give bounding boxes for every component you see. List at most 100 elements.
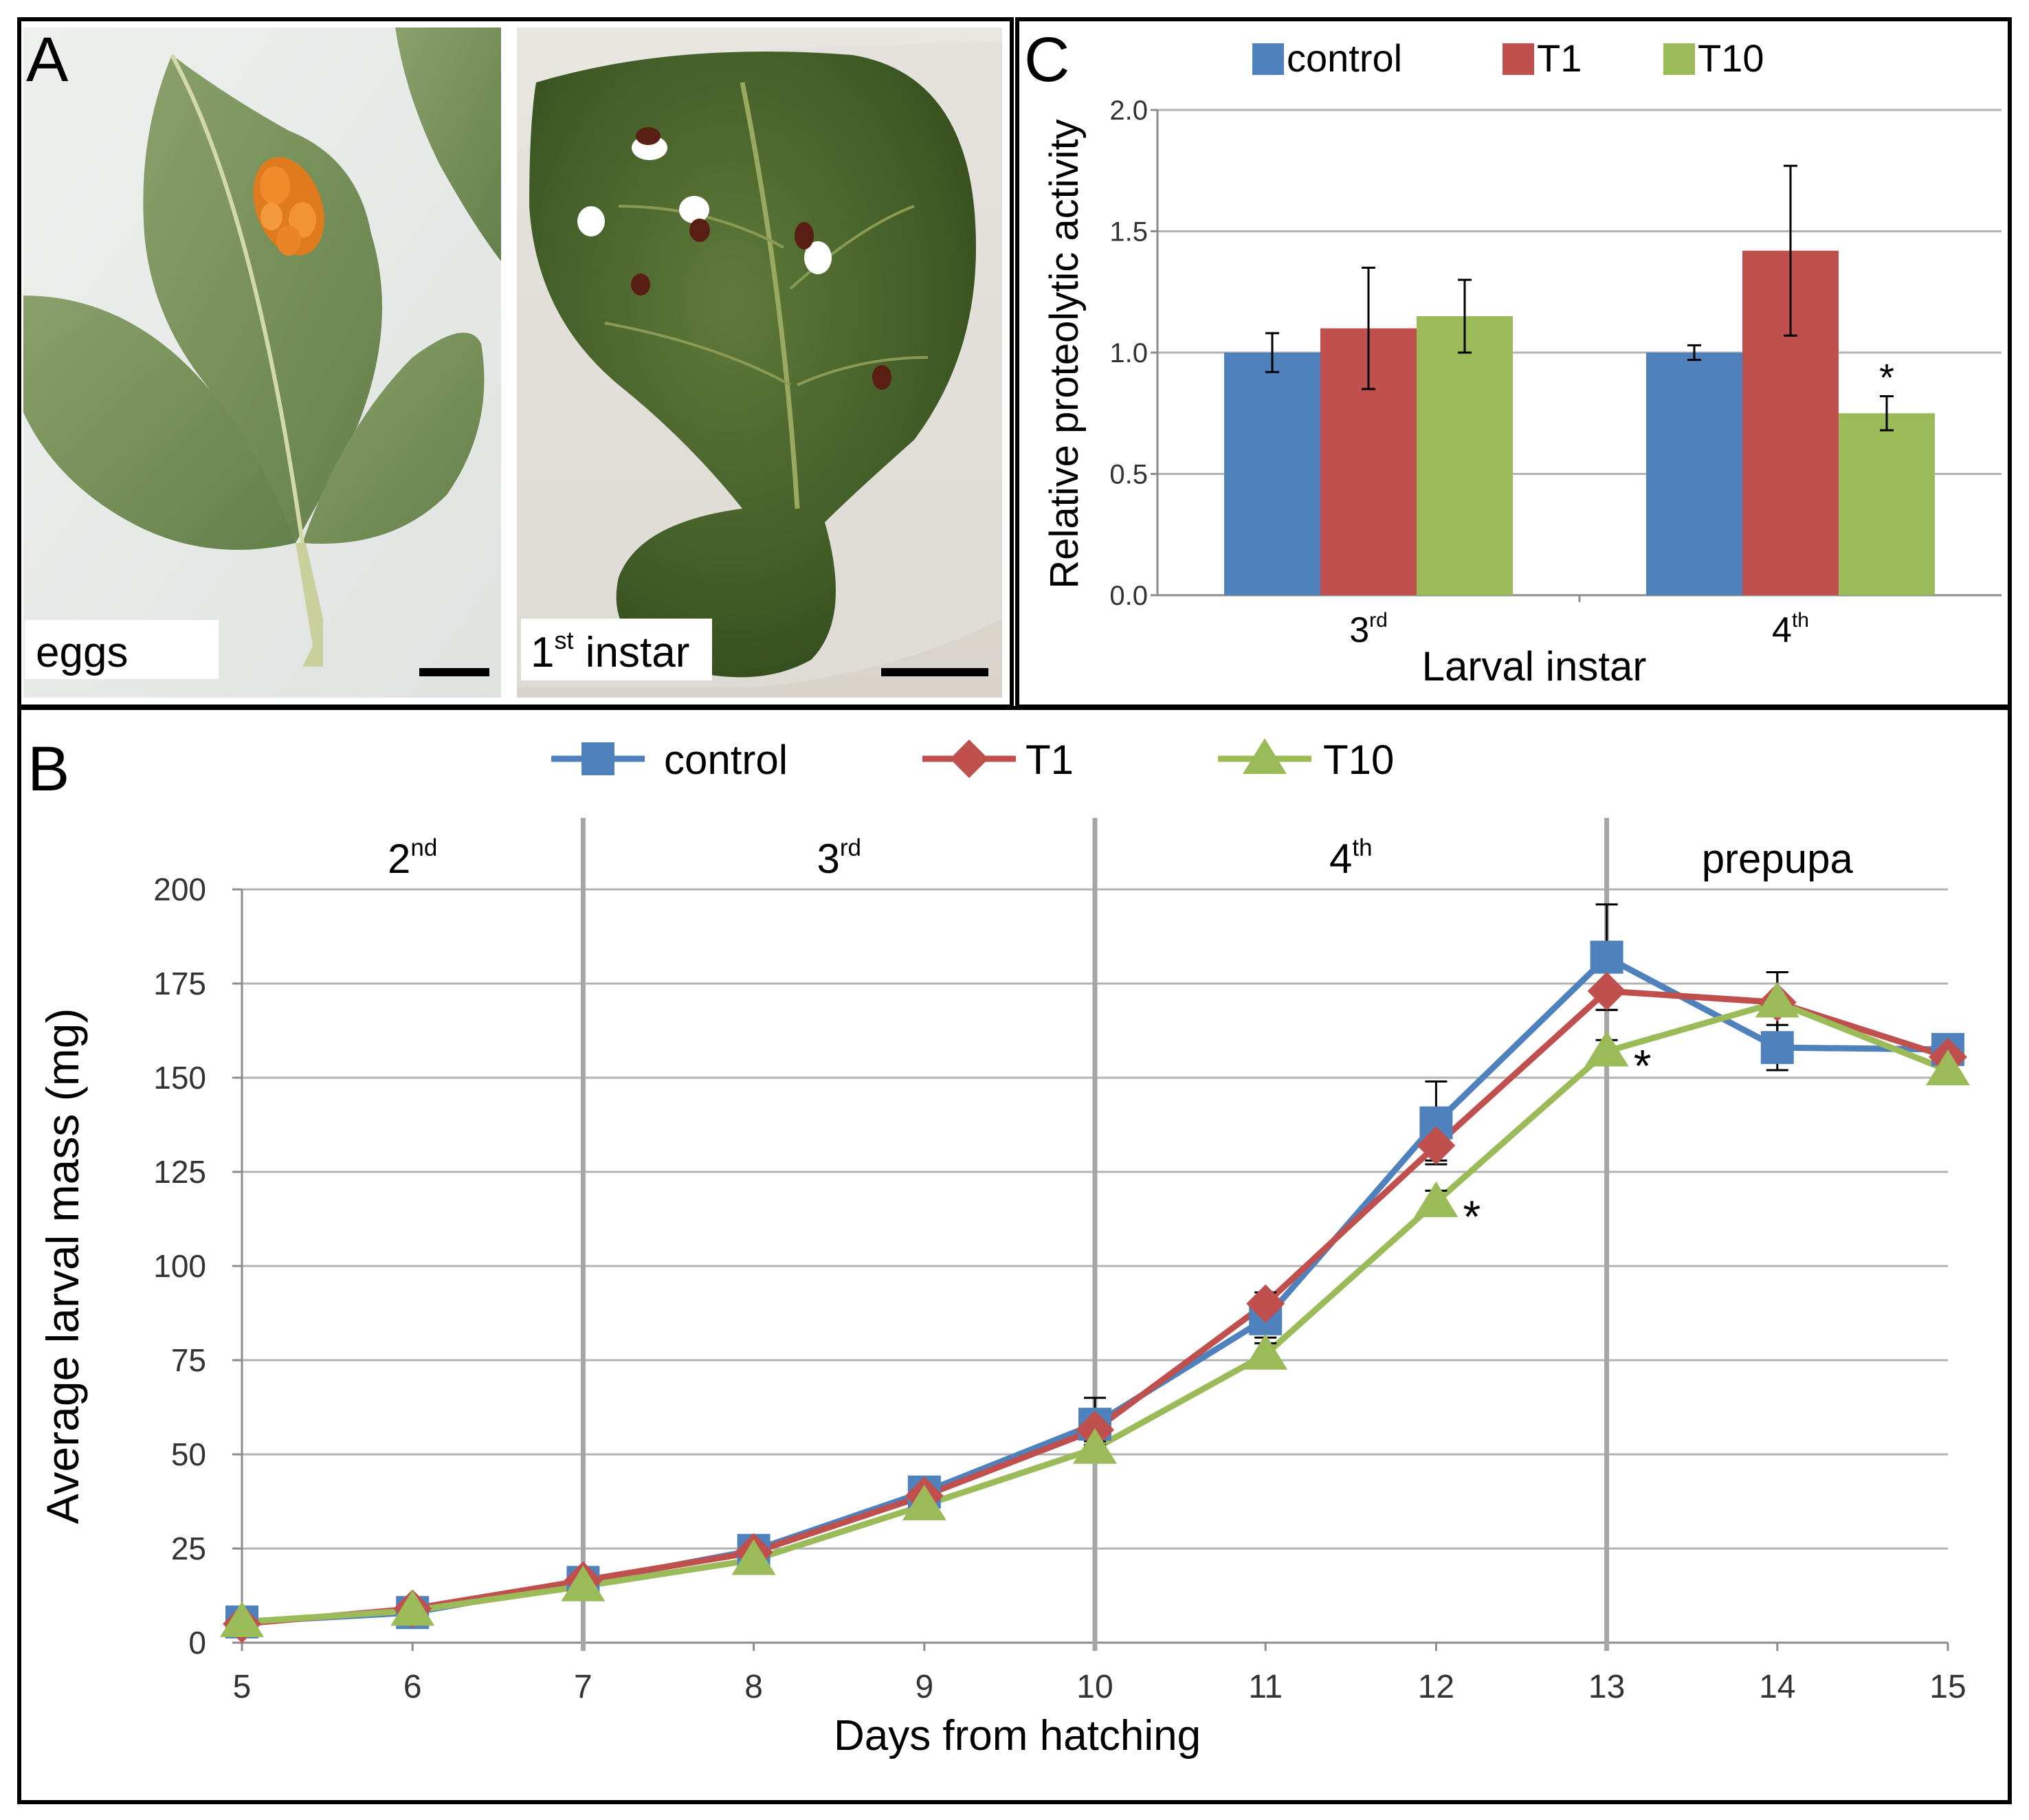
- point-control-14: [1760, 1031, 1794, 1065]
- y-axis-title: Average larval mass (mg): [37, 1008, 88, 1524]
- x-tick-label-1-sup: th: [1792, 609, 1809, 632]
- stage-label-2-main: 4: [1329, 836, 1352, 882]
- eggs-label-box: [25, 620, 219, 679]
- stage-label-3-main: prepupa: [1702, 836, 1854, 882]
- stage-label-0-main: 2: [388, 836, 410, 882]
- x-tick-label-0-sup: rd: [1369, 609, 1388, 632]
- point-T10-8: [731, 1539, 776, 1575]
- legend-label-T10: T10: [1323, 737, 1394, 783]
- point-T10-11: [1243, 1333, 1288, 1370]
- legend-label-T1: T1: [1537, 36, 1582, 80]
- photo-first-instar: 1st instar: [517, 27, 1002, 698]
- panel-c-frame: [1015, 17, 2012, 709]
- y-tick-label: 100: [153, 1248, 206, 1284]
- point-T10-5: [220, 1601, 264, 1637]
- x-tick-label: 6: [403, 1669, 422, 1705]
- y-tick-label: 0.5: [1109, 460, 1148, 490]
- stage-label-2: 4th: [1329, 834, 1373, 882]
- legend-marker-control: [581, 742, 614, 775]
- larvae: [631, 127, 891, 390]
- instar-label-box: [521, 619, 712, 680]
- panel-b-frame: [17, 706, 2012, 1804]
- x-tick-label: 15: [1929, 1669, 1966, 1705]
- x-tick-label-0-main: 3: [1349, 610, 1369, 650]
- leaf-upper-right: [395, 27, 501, 261]
- x-tick-label: 7: [574, 1669, 592, 1705]
- legend-label-control: control: [1287, 36, 1402, 80]
- leaf-main: [143, 55, 383, 543]
- stage-label-1-main: 3: [817, 836, 839, 882]
- point-T10-9: [902, 1484, 946, 1520]
- legend-marker-T1: [950, 740, 988, 778]
- panel-b-letter: B: [27, 734, 69, 804]
- x-tick-label-1: 4th: [1772, 609, 1809, 650]
- legend-swatch-control: [1252, 43, 1284, 75]
- legend-swatch-T1: [1503, 43, 1534, 75]
- x-tick-label: 10: [1076, 1669, 1113, 1705]
- y-tick-label: 200: [153, 872, 206, 907]
- potato-leaf-midrib: [740, 82, 800, 509]
- point-T10-7: [561, 1565, 606, 1601]
- x-tick-label: 9: [915, 1669, 933, 1705]
- stage-label-0: 2nd: [388, 834, 437, 882]
- point-T10-12: [1414, 1181, 1459, 1217]
- point-T10-14: [1755, 981, 1799, 1018]
- x-tick-label: 11: [1248, 1669, 1283, 1705]
- panel-a-letter: A: [26, 25, 69, 95]
- x-tick-label: 12: [1418, 1669, 1454, 1705]
- stage-label-1-sup: rd: [840, 834, 861, 861]
- bar-control-0: [1224, 353, 1320, 595]
- stage-label-0-sup: nd: [410, 834, 437, 861]
- larval-mass-line-chart: control T1 T10 0 25 50 75 100 125 150 175 200 5 6 7 8 9 1…: [37, 737, 1970, 1760]
- point-T10-15: [1926, 1050, 1970, 1086]
- bar-T10-0: [1417, 316, 1513, 595]
- y-tick-label: 125: [153, 1154, 206, 1190]
- stage-label-3: prepupa: [1702, 836, 1854, 882]
- y-tick-label: 1.5: [1109, 217, 1148, 247]
- legend-label-T10: T10: [1698, 36, 1764, 80]
- egg-cluster: [253, 157, 324, 256]
- point-T10-6: [390, 1590, 435, 1626]
- x-tick-label: 14: [1759, 1669, 1795, 1705]
- point-T10-13: [1584, 1030, 1629, 1067]
- x-tick-label-0: 3rd: [1349, 609, 1388, 650]
- point-T1-11: [1246, 1284, 1285, 1323]
- proteolytic-bar-chart: control T1 T10 0.0 0.5 1.0 1.5 2.0 3rd 4th * Larval…: [1042, 36, 2002, 689]
- stage-label-2-sup: th: [1352, 834, 1372, 861]
- leaf-lower-left: [23, 296, 296, 550]
- significance-asterisk-0: *: [1463, 1191, 1481, 1242]
- y-tick-label: 25: [171, 1531, 206, 1566]
- photo-eggs: eggs: [23, 27, 501, 698]
- instar-label: 1st instar: [531, 626, 689, 676]
- y-tick-label: 75: [171, 1342, 206, 1378]
- point-T1-12: [1417, 1126, 1456, 1165]
- legend-label-control: control: [664, 737, 788, 783]
- legend-swatch-T10: [1663, 43, 1695, 75]
- legend-label-T1: T1: [1025, 737, 1074, 783]
- y-axis-title: Relative proteolytic activity: [1042, 119, 1087, 588]
- significance-asterisk-0: *: [1879, 356, 1894, 399]
- point-control-13: [1590, 940, 1623, 974]
- x-tick-label: 8: [744, 1669, 763, 1705]
- x-tick-label: 13: [1588, 1669, 1625, 1705]
- y-tick-label: 2.0: [1109, 96, 1148, 126]
- leaf-midrib: [170, 54, 304, 544]
- scale-bar-right: [881, 668, 988, 676]
- x-axis-title: Days from hatching: [834, 1712, 1201, 1760]
- bar-control-1: [1646, 353, 1742, 595]
- point-T10-10: [1073, 1428, 1117, 1464]
- eggs-label: eggs: [36, 629, 128, 676]
- legend-marker-T10: [1243, 738, 1287, 774]
- x-axis-title: Larval instar: [1422, 643, 1647, 689]
- y-tick-label: 0: [188, 1625, 206, 1661]
- y-tick-label: 50: [171, 1436, 206, 1472]
- leaf-stem: [296, 543, 323, 667]
- x-tick-label-1-main: 4: [1772, 610, 1792, 650]
- y-tick-label: 1.0: [1109, 338, 1148, 368]
- y-tick-label: 0.0: [1109, 581, 1148, 611]
- bar-T10-1: [1839, 413, 1935, 595]
- y-tick-label: 175: [153, 966, 206, 1001]
- leaf-lower-right: [302, 333, 485, 544]
- stage-label-1: 3rd: [817, 834, 861, 882]
